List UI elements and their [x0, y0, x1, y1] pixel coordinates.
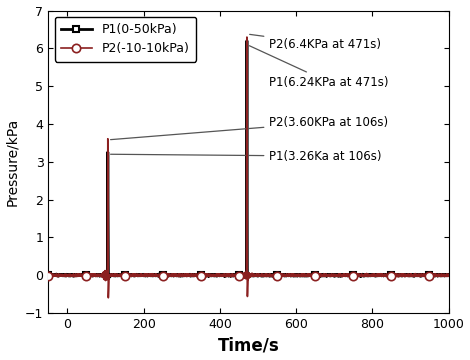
- Text: P2(6.4KPa at 471s): P2(6.4KPa at 471s): [250, 34, 381, 51]
- Text: P1(3.26Ka at 106s): P1(3.26Ka at 106s): [110, 150, 382, 163]
- X-axis label: Time/s: Time/s: [218, 337, 279, 355]
- Text: P2(3.60KPa at 106s): P2(3.60KPa at 106s): [110, 116, 389, 140]
- Y-axis label: Pressure/kPa: Pressure/kPa: [6, 118, 20, 206]
- Legend: P1(0-50kPa), P2(-10-10kPa): P1(0-50kPa), P2(-10-10kPa): [55, 17, 196, 62]
- Text: P1(6.24KPa at 471s): P1(6.24KPa at 471s): [250, 46, 389, 89]
